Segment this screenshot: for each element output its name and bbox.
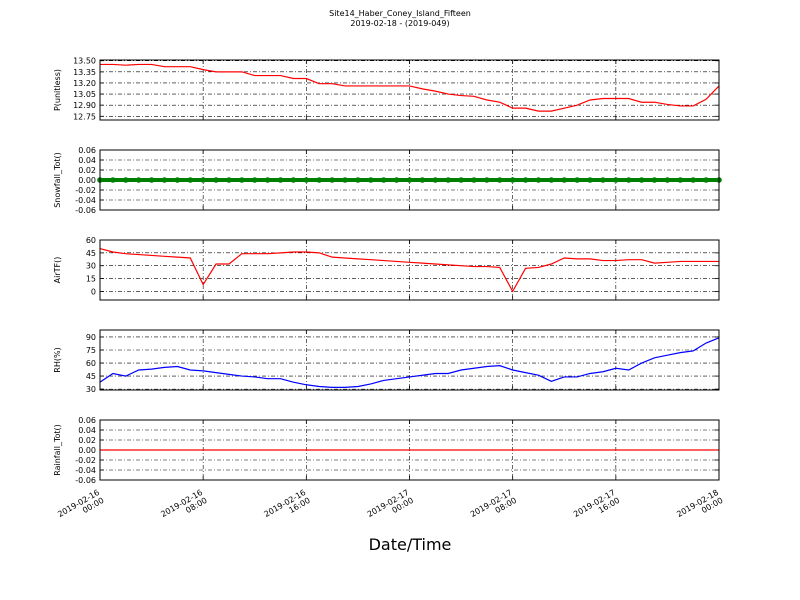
y-tick-label: 12.90 [73,101,96,110]
y-tick-label: -0.04 [75,466,96,475]
y-tick-label: 13.05 [73,90,96,99]
y-tick-label: 0.06 [78,416,96,425]
data-line [99,337,720,388]
x-tick-label: 2019-02-1600:00 [56,488,105,527]
x-tick-label: 2019-02-1608:00 [159,488,208,527]
y-tick-label: 0.02 [78,166,96,175]
y-tick-label: 13.35 [73,68,96,77]
y-tick-label: 60 [86,359,96,368]
plot-frame [99,419,720,481]
y-tick-label: 0 [91,287,96,296]
y-axis-label: Snowfall_Tot() [53,152,62,208]
y-tick-label: -0.04 [75,196,96,205]
y-tick-label: 12.75 [73,112,96,121]
y-tick-label: 13.20 [73,79,96,88]
plot-frame [99,329,720,391]
y-tick-label: 60 [86,236,96,245]
y-tick-label: -0.02 [75,456,96,465]
y-tick-label: -0.06 [75,206,96,215]
x-axis-label: Date/Time [369,535,452,554]
y-tick-label: 45 [86,372,96,381]
y-tick-label: 15 [86,275,96,284]
data-line [99,247,719,293]
y-tick-label: 30 [86,262,96,271]
y-tick-label: 0.04 [78,156,96,165]
y-tick-label: 0.06 [78,146,96,155]
y-tick-label: 0.04 [78,426,96,435]
y-tick-label: -0.06 [75,476,96,485]
y-tick-label: 90 [86,333,96,342]
y-tick-label: 75 [86,346,96,355]
plot-frame [99,239,720,301]
plot-frame [99,149,720,211]
y-axis-label: P(unitless) [53,69,62,111]
y-tick-label: 0.02 [78,436,96,445]
y-tick-label: 0.00 [78,176,96,185]
plot-frame [99,59,720,121]
data-line [100,63,720,112]
y-tick-label: 30 [86,385,96,394]
x-tick-label: 2019-02-1716:00 [572,488,621,527]
y-tick-label: 13.50 [73,57,96,66]
y-tick-label: 0.00 [78,446,96,455]
x-tick-label: 2019-02-1800:00 [675,488,724,527]
chart-subtitle: 2019-02-18 - (2019-049) [350,19,449,28]
y-axis-label: AirTF() [53,257,62,284]
y-tick-label: 45 [86,249,96,258]
x-tick-label: 2019-02-1700:00 [366,488,415,527]
y-axis-label: Rainfall_Tot() [53,424,62,476]
y-axis-label: RH(%) [53,347,62,372]
chart-title: Site14_Haber_Coney_Island_Fifteen [329,9,471,18]
x-tick-label: 2019-02-1708:00 [469,488,518,527]
y-tick-label: -0.02 [75,186,96,195]
x-tick-label: 2019-02-1616:00 [263,488,312,527]
